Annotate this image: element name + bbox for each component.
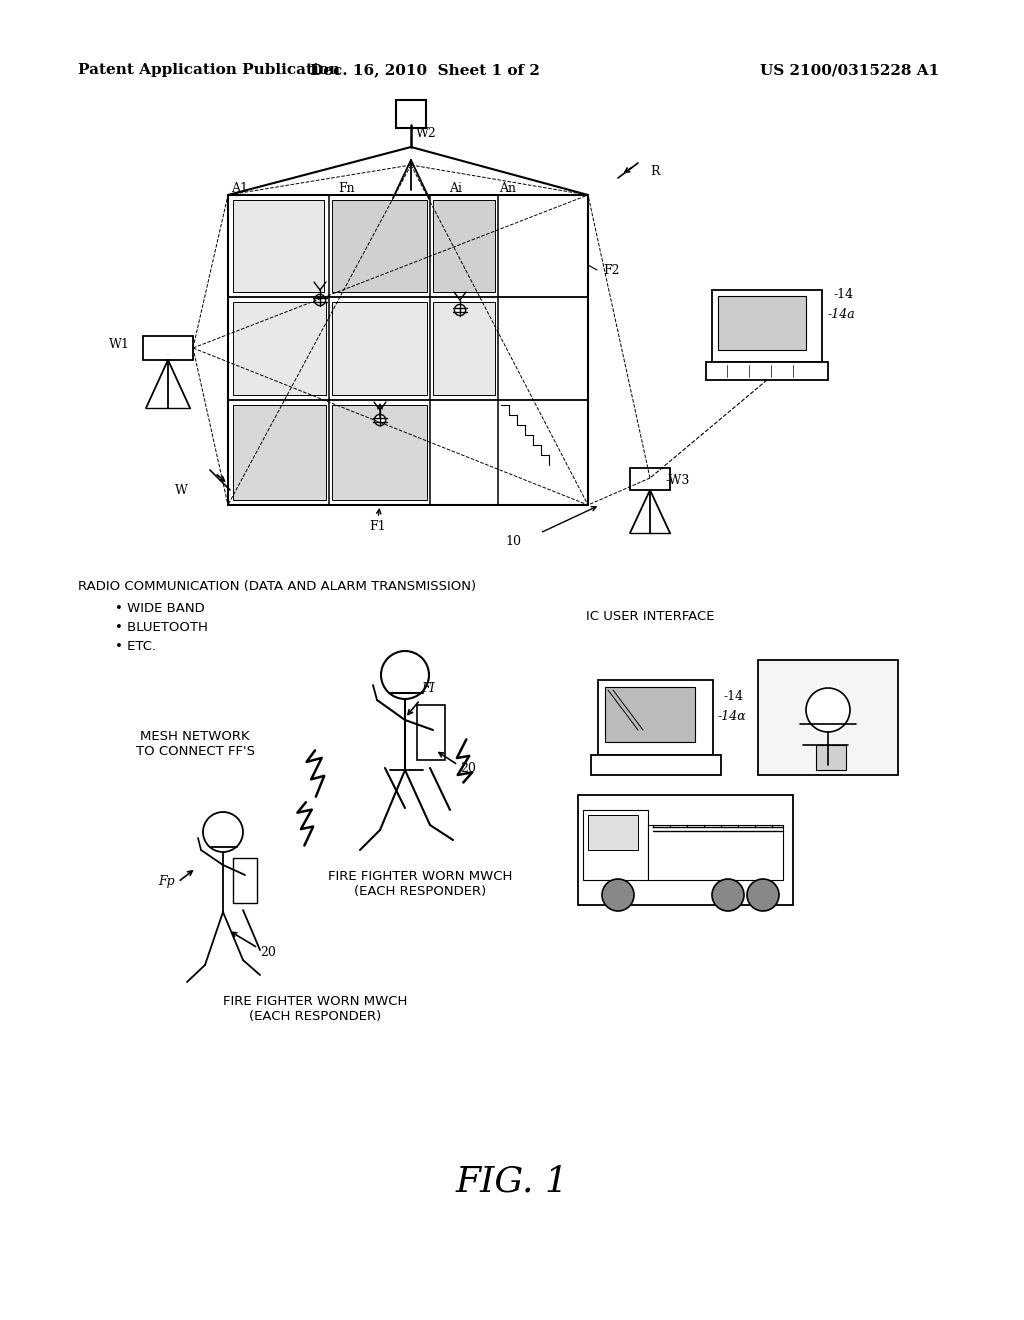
- Circle shape: [746, 879, 779, 911]
- Circle shape: [712, 879, 744, 911]
- Text: W2: W2: [416, 127, 437, 140]
- Bar: [648, 825, 783, 880]
- Bar: [417, 705, 445, 760]
- Text: R: R: [650, 165, 659, 178]
- Bar: [583, 810, 648, 880]
- Text: FIG. 1: FIG. 1: [456, 1166, 568, 1199]
- Text: • WIDE BAND: • WIDE BAND: [115, 602, 205, 615]
- Bar: [233, 405, 326, 500]
- Bar: [332, 201, 427, 292]
- Text: • BLUETOOTH: • BLUETOOTH: [115, 620, 208, 634]
- Text: Fp: Fp: [159, 875, 175, 888]
- Circle shape: [375, 414, 386, 425]
- Circle shape: [314, 294, 326, 306]
- Text: Ai: Ai: [450, 182, 463, 195]
- Text: F1: F1: [370, 520, 386, 533]
- Circle shape: [203, 812, 243, 851]
- Text: F2: F2: [603, 264, 620, 276]
- Bar: [816, 744, 846, 770]
- Text: FIRE FIGHTER WORN MWCH
(EACH RESPONDER): FIRE FIGHTER WORN MWCH (EACH RESPONDER): [328, 870, 512, 898]
- Text: Fn: Fn: [339, 182, 355, 195]
- Text: -14: -14: [833, 289, 853, 301]
- Bar: [396, 100, 426, 128]
- Circle shape: [381, 651, 429, 700]
- Text: 20: 20: [260, 945, 275, 958]
- Text: IC USER INTERFACE: IC USER INTERFACE: [586, 610, 715, 623]
- Bar: [233, 302, 326, 395]
- Bar: [630, 469, 670, 490]
- Text: FI: FI: [421, 682, 434, 696]
- Text: -14a: -14a: [828, 308, 856, 321]
- Text: Patent Application Publication: Patent Application Publication: [78, 63, 340, 77]
- Text: W: W: [175, 483, 187, 496]
- Bar: [332, 405, 427, 500]
- Bar: [591, 755, 721, 775]
- Text: W1: W1: [110, 338, 130, 351]
- Text: FIRE FIGHTER WORN MWCH
(EACH RESPONDER): FIRE FIGHTER WORN MWCH (EACH RESPONDER): [223, 995, 408, 1023]
- Bar: [233, 201, 324, 292]
- Text: An: An: [500, 182, 516, 195]
- Text: MESH NETWORK
TO CONNECT FF'S: MESH NETWORK TO CONNECT FF'S: [135, 730, 255, 758]
- Text: • ETC.: • ETC.: [115, 640, 156, 653]
- Bar: [588, 814, 638, 850]
- Bar: [758, 660, 898, 775]
- Bar: [332, 302, 427, 395]
- Text: -14: -14: [723, 690, 743, 704]
- Text: 10: 10: [505, 535, 521, 548]
- Bar: [605, 686, 695, 742]
- Bar: [432, 201, 495, 292]
- Bar: [233, 858, 257, 903]
- Bar: [598, 680, 713, 755]
- Bar: [706, 362, 828, 380]
- Bar: [143, 337, 193, 360]
- Text: -14α: -14α: [718, 710, 746, 723]
- Bar: [432, 302, 495, 395]
- Text: Dec. 16, 2010  Sheet 1 of 2: Dec. 16, 2010 Sheet 1 of 2: [310, 63, 540, 77]
- Circle shape: [602, 879, 634, 911]
- Text: -W3: -W3: [665, 474, 689, 487]
- Text: US 2100/0315228 A1: US 2100/0315228 A1: [760, 63, 939, 77]
- Bar: [578, 795, 793, 906]
- Text: A1: A1: [231, 182, 249, 195]
- Text: 20: 20: [460, 762, 476, 775]
- Text: RADIO COMMUNICATION (DATA AND ALARM TRANSMISSION): RADIO COMMUNICATION (DATA AND ALARM TRAN…: [78, 579, 476, 593]
- Bar: [712, 290, 822, 362]
- Bar: [718, 296, 806, 350]
- Circle shape: [806, 688, 850, 733]
- Circle shape: [455, 305, 466, 315]
